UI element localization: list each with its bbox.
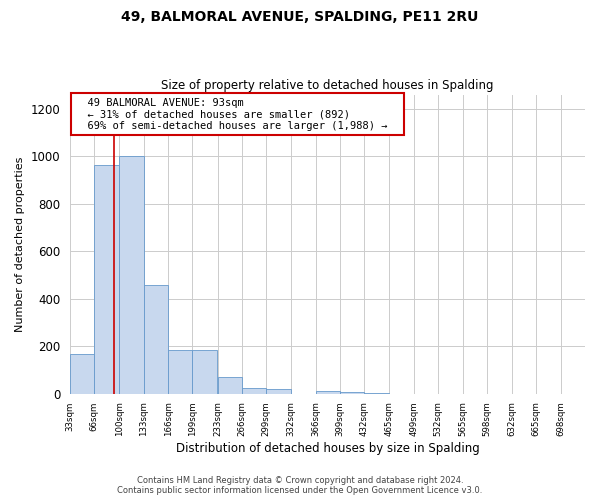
Text: Contains HM Land Registry data © Crown copyright and database right 2024.
Contai: Contains HM Land Registry data © Crown c…	[118, 476, 482, 495]
Bar	[364, 392, 389, 394]
Title: Size of property relative to detached houses in Spalding: Size of property relative to detached ho…	[161, 79, 494, 92]
Y-axis label: Number of detached properties: Number of detached properties	[15, 156, 25, 332]
Bar	[340, 392, 364, 394]
Text: 49 BALMORAL AVENUE: 93sqm  
  ← 31% of detached houses are smaller (892)  
  69%: 49 BALMORAL AVENUE: 93sqm ← 31% of detac…	[75, 98, 400, 130]
X-axis label: Distribution of detached houses by size in Spalding: Distribution of detached houses by size …	[176, 442, 479, 455]
Bar	[144, 284, 168, 394]
Bar	[70, 354, 94, 394]
Bar	[266, 389, 290, 394]
Bar	[218, 378, 242, 394]
Bar	[193, 350, 217, 394]
Bar	[316, 391, 340, 394]
Bar	[94, 164, 119, 394]
Bar	[242, 388, 266, 394]
Bar	[119, 156, 144, 394]
Bar	[168, 350, 193, 394]
Text: 49, BALMORAL AVENUE, SPALDING, PE11 2RU: 49, BALMORAL AVENUE, SPALDING, PE11 2RU	[121, 10, 479, 24]
